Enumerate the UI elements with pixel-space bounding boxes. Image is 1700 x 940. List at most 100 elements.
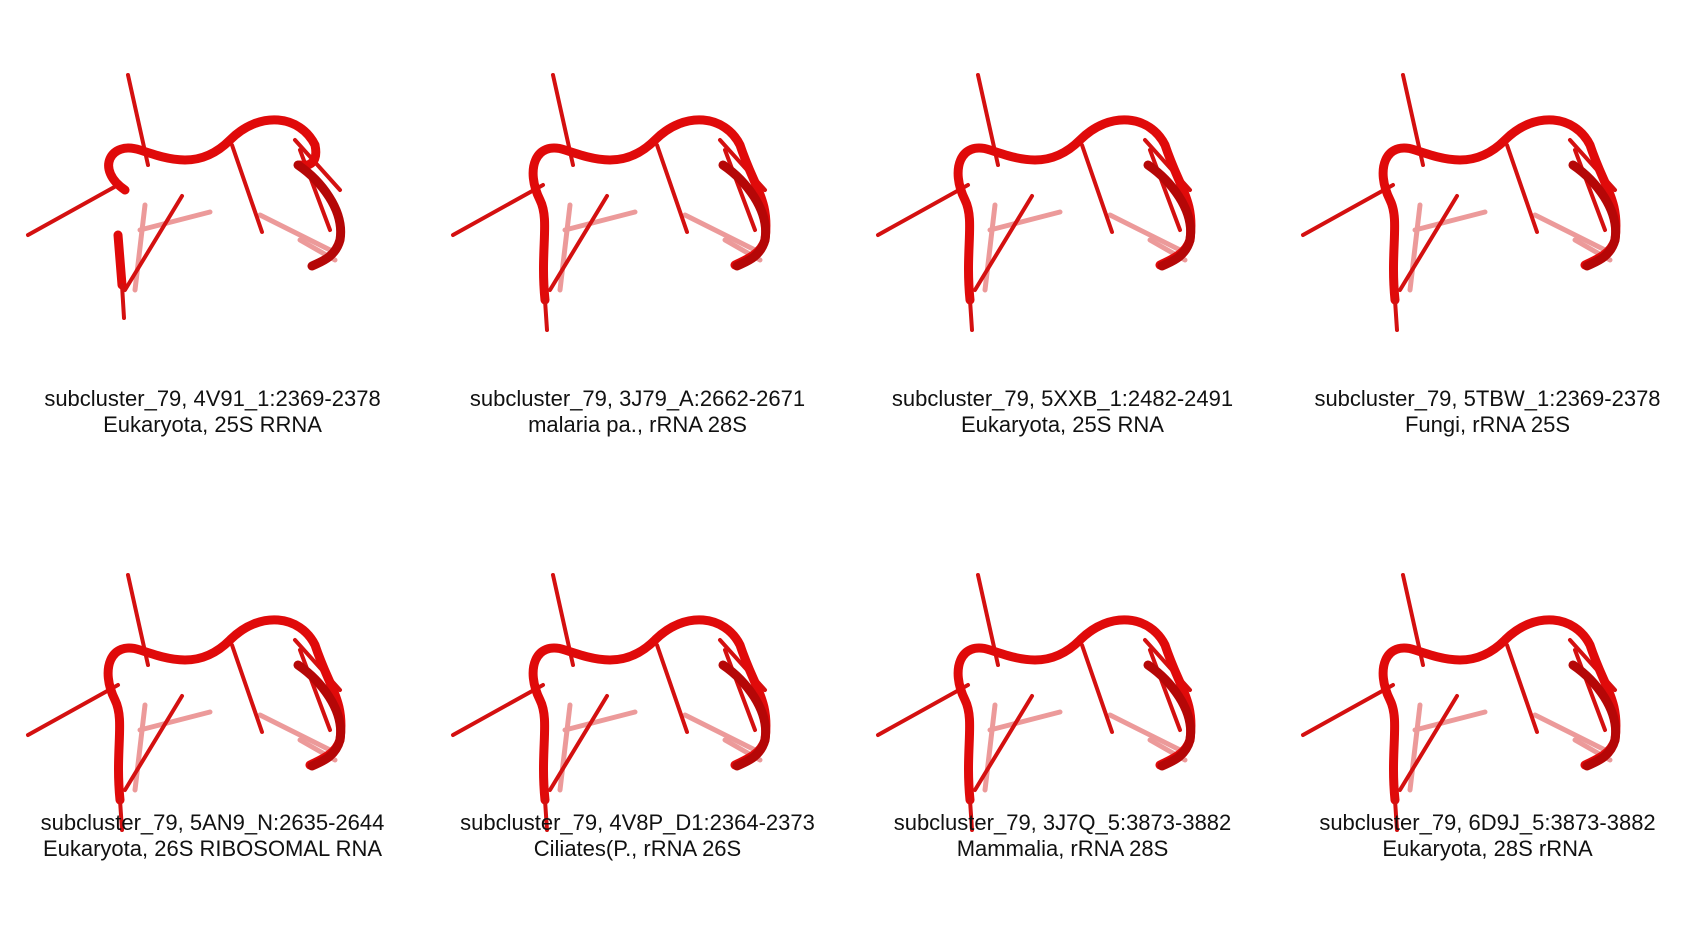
panel-4: subcluster_79, 5TBW_1:2369-2378 Fungi, r… (1275, 0, 1700, 470)
base-stick-faded (982, 202, 998, 293)
base-stick (655, 143, 689, 234)
base-stick (543, 298, 549, 332)
base-stick-faded (562, 709, 638, 733)
rna-structure-image (1301, 573, 1621, 832)
base-stick (655, 643, 689, 734)
base-stick (1398, 194, 1459, 292)
panel-caption: subcluster_79, 5AN9_N:2635-2644 Eukaryot… (0, 810, 425, 862)
backbone-tube-lower (718, 160, 771, 271)
backbone-tube-lower (293, 160, 346, 271)
caption-line-1: subcluster_79, 5AN9_N:2635-2644 (40, 810, 385, 835)
base-stick-faded (1412, 209, 1488, 233)
backbone-tube-lower (293, 660, 346, 771)
caption-line-2: Ciliates(P., rRNA 26S (533, 836, 742, 861)
backbone-tube-lower (1143, 660, 1196, 771)
base-stick (543, 798, 549, 832)
panel-7: subcluster_79, 3J7Q_5:3873-3882 Mammalia… (850, 465, 1275, 935)
caption-line-1: subcluster_79, 4V8P_D1:2364-2373 (460, 810, 815, 835)
base-stick-faded (1412, 709, 1488, 733)
caption-line-2: Eukaryota, 25S RNA (961, 412, 1164, 437)
base-stick (26, 183, 120, 237)
panel-1: subcluster_79, 4V91_1:2369-2378 Eukaryot… (0, 0, 425, 470)
base-stick (876, 183, 970, 237)
base-stick (968, 798, 974, 832)
base-stick-faded (1407, 702, 1423, 793)
base-stick (1080, 143, 1114, 234)
caption-line-2: Eukaryota, 28S rRNA (1382, 836, 1593, 861)
panel-caption: subcluster_79, 4V8P_D1:2364-2373 Ciliate… (425, 810, 850, 862)
base-stick (1505, 643, 1539, 734)
caption-line-1: subcluster_79, 3J7Q_5:3873-3882 (893, 810, 1232, 835)
base-stick (968, 298, 974, 332)
caption-line-2: malaria pa., rRNA 28S (528, 412, 747, 437)
rna-structure (26, 73, 346, 320)
base-stick (723, 148, 757, 232)
base-stick (1148, 148, 1182, 232)
base-stick (230, 143, 264, 234)
rna-structure (26, 573, 346, 832)
caption-line-1: subcluster_79, 4V91_1:2369-2378 (44, 386, 381, 411)
caption-line-1: subcluster_79, 6D9J_5:3873-3882 (1319, 810, 1656, 835)
rna-structure (1301, 573, 1621, 832)
base-stick (1301, 183, 1395, 237)
rna-structure-image (26, 573, 346, 832)
base-stick-faded (557, 202, 573, 293)
panel-caption: subcluster_79, 5XXB_1:2482-2491 Eukaryot… (850, 386, 1275, 438)
base-stick (118, 798, 124, 832)
rna-structure (451, 73, 771, 332)
base-stick (298, 648, 332, 732)
base-stick-faded (987, 209, 1063, 233)
base-stick (26, 683, 120, 737)
caption-line-2: Eukaryota, 25S RRNA (103, 412, 322, 437)
backbone-tube-lower (1143, 160, 1196, 271)
panel-caption: subcluster_79, 3J7Q_5:3873-3882 Mammalia… (850, 810, 1275, 862)
base-stick-faded (557, 702, 573, 793)
base-stick (230, 643, 264, 734)
panel-3: subcluster_79, 5XXB_1:2482-2491 Eukaryot… (850, 0, 1275, 470)
base-stick-faded (137, 709, 213, 733)
base-stick-faded (257, 212, 333, 253)
base-stick (1301, 683, 1395, 737)
caption-line-1: subcluster_79, 3J79_A:2662-2671 (469, 386, 806, 411)
base-stick (451, 683, 545, 737)
rna-structure-image (876, 573, 1196, 832)
rna-structure-image (1301, 73, 1621, 332)
rna-structure-image (876, 73, 1196, 332)
base-stick-faded (1532, 712, 1608, 753)
backbone-tube-lower (718, 660, 771, 771)
rna-structure (876, 73, 1196, 332)
base-stick (451, 183, 545, 237)
backbone-tube-lower (1568, 160, 1621, 271)
rna-structure-image (451, 73, 771, 332)
rna-structure-image (451, 573, 771, 832)
caption-line-1: subcluster_79, 5TBW_1:2369-2378 (1314, 386, 1661, 411)
base-stick (120, 283, 126, 320)
base-stick-faded (987, 709, 1063, 733)
base-stick (123, 194, 184, 292)
panel-8: subcluster_79, 6D9J_5:3873-3882 Eukaryot… (1275, 465, 1700, 935)
base-stick (723, 648, 757, 732)
base-stick (123, 694, 184, 792)
base-stick-faded (257, 712, 333, 753)
panel-caption: subcluster_79, 6D9J_5:3873-3882 Eukaryot… (1275, 810, 1700, 862)
panel-caption: subcluster_79, 5TBW_1:2369-2378 Fungi, r… (1275, 386, 1700, 438)
rna-structure (1301, 73, 1621, 332)
panel-caption: subcluster_79, 3J79_A:2662-2671 malaria … (425, 386, 850, 438)
base-stick-faded (1107, 712, 1183, 753)
base-stick (1573, 148, 1607, 232)
panel-caption: subcluster_79, 4V91_1:2369-2378 Eukaryot… (0, 386, 425, 438)
base-stick (1505, 143, 1539, 234)
base-stick (876, 683, 970, 737)
base-stick-faded (1407, 202, 1423, 293)
base-stick (1573, 648, 1607, 732)
rna-structure-image (26, 73, 346, 320)
rna-structure (876, 573, 1196, 832)
base-stick (293, 138, 342, 192)
caption-line-1: subcluster_79, 5XXB_1:2482-2491 (891, 386, 1234, 411)
base-stick (1080, 643, 1114, 734)
rna-structure (451, 573, 771, 832)
base-stick (548, 194, 609, 292)
base-stick-faded (137, 209, 213, 233)
base-stick (973, 694, 1034, 792)
